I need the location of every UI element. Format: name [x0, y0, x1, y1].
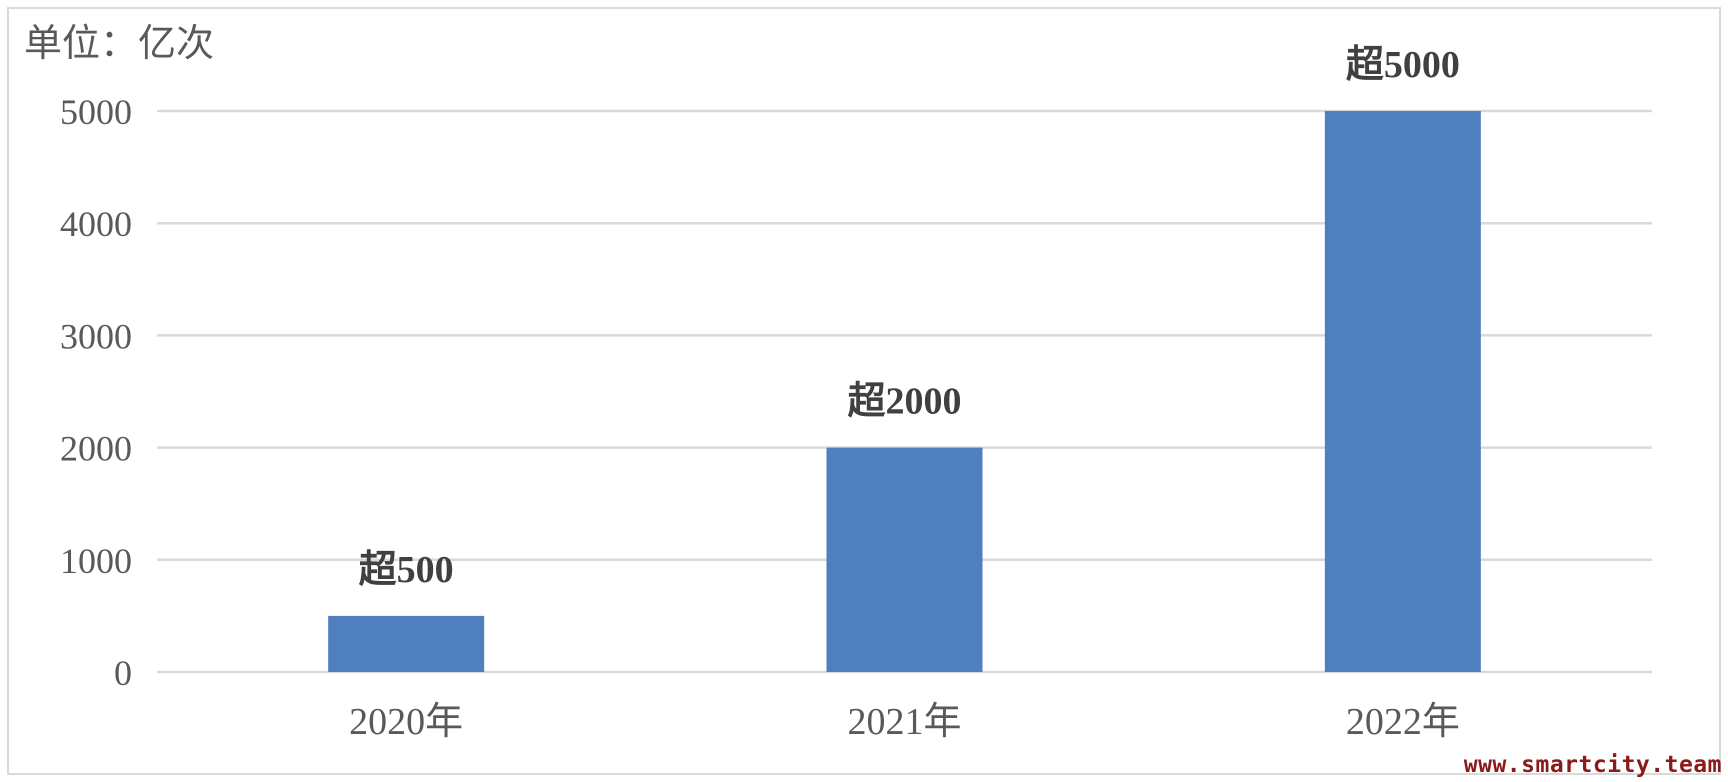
bar: [328, 615, 485, 672]
watermark: www.smartcity.team: [1463, 752, 1722, 778]
x-axis-categories: 2020年 2021年 2022年: [349, 701, 1460, 743]
y-tick-label: 5000: [60, 92, 132, 132]
y-tick-label: 3000: [60, 316, 132, 356]
bar: [826, 447, 983, 672]
data-label: 超500: [359, 549, 454, 591]
x-category-label: 2022年: [1346, 701, 1460, 743]
x-category-label: 2021年: [847, 701, 961, 743]
data-label: 超5000: [1346, 44, 1460, 86]
y-tick-label: 0: [114, 653, 132, 693]
y-axis-ticks: 0 1000 2000 3000 4000 5000: [60, 92, 132, 693]
bar: [1324, 111, 1481, 672]
bars: [328, 111, 1481, 672]
y-tick-label: 2000: [60, 429, 132, 469]
data-labels: 超500 超2000 超5000: [359, 44, 1460, 591]
x-category-label: 2020年: [349, 701, 463, 743]
y-tick-label: 1000: [60, 541, 132, 581]
unit-label: 单位：亿次: [24, 21, 214, 65]
data-label: 超2000: [847, 381, 961, 423]
y-tick-label: 4000: [60, 204, 132, 244]
